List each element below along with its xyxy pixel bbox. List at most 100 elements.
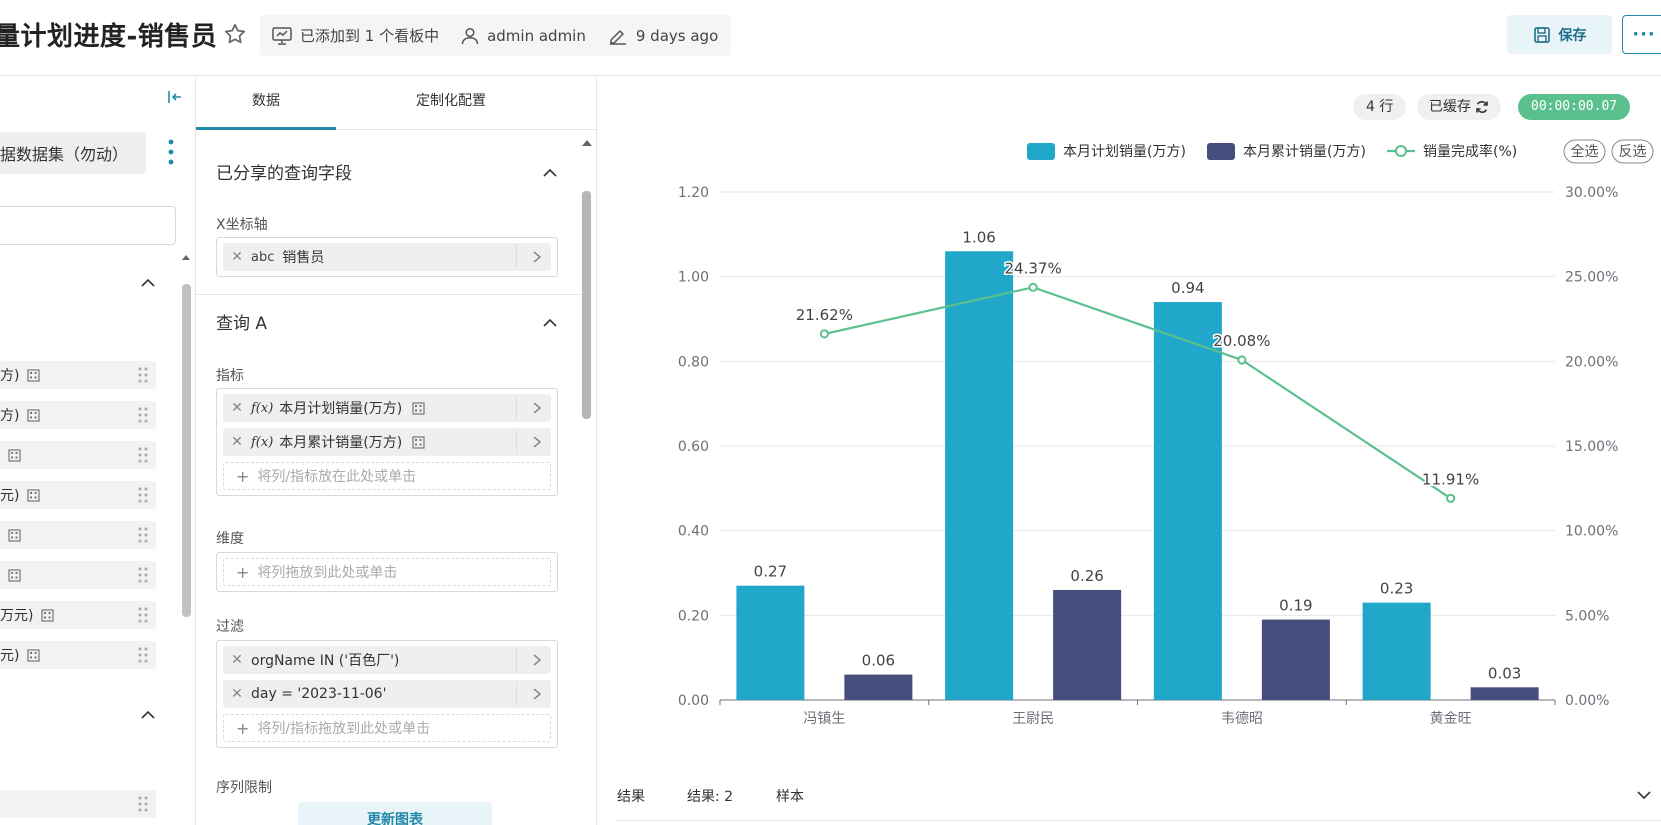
calculator-icon xyxy=(41,608,55,622)
favorite-star-icon[interactable] xyxy=(222,21,248,47)
remove-icon[interactable]: ✕ xyxy=(231,652,243,668)
drag-handle-icon[interactable] xyxy=(138,487,148,507)
x-axis-label: X坐标轴 xyxy=(216,217,268,233)
drag-handle-icon[interactable] xyxy=(138,796,148,816)
bar-plan xyxy=(736,585,805,700)
x-tick-label: 王尉民 xyxy=(1012,711,1054,727)
left-scroll-up-icon[interactable] xyxy=(181,252,191,262)
filter-dropzone[interactable]: ✕ orgName IN ('百色厂') ✕ day = '2023-11-06… xyxy=(216,640,558,748)
metrics-collapse-caret-icon[interactable] xyxy=(141,278,155,288)
columns-collapse-caret-icon[interactable] xyxy=(141,710,155,720)
query-a-caret-icon[interactable] xyxy=(543,318,557,328)
chevron-right-icon[interactable] xyxy=(531,654,543,666)
remove-icon[interactable]: ✕ xyxy=(231,434,243,450)
filter-expression: orgName IN ('百色厂') xyxy=(251,653,400,669)
chevron-right-icon[interactable] xyxy=(531,251,543,263)
drag-handle-icon[interactable] xyxy=(138,607,148,627)
chevron-right-icon[interactable] xyxy=(531,402,543,414)
tab-results-2[interactable]: 结果: 2 xyxy=(687,789,734,805)
refresh-icon[interactable] xyxy=(1475,100,1489,114)
add-dimension-button[interactable]: + 将列拖放到此处或单击 xyxy=(223,558,551,586)
bar-cumulative xyxy=(1470,687,1539,700)
tab-data[interactable]: 数据 xyxy=(196,76,336,130)
collapse-panel-icon[interactable] xyxy=(166,88,184,106)
bar-plan xyxy=(945,251,1014,700)
remove-icon[interactable]: ✕ xyxy=(231,400,243,416)
filter-pill[interactable]: ✕ orgName IN ('百色厂') xyxy=(223,646,551,674)
field-item[interactable] xyxy=(0,561,156,589)
legend-invert-button-label[interactable]: 反选 xyxy=(1619,144,1647,160)
function-label: f(x) xyxy=(251,400,274,416)
remove-icon[interactable]: ✕ xyxy=(231,249,243,265)
dataset-menu-icon[interactable] xyxy=(166,138,176,166)
x-axis-field-pill[interactable]: ✕ abc 销售员 xyxy=(223,243,551,271)
dataset-name[interactable]: 据数据集（勿动） xyxy=(0,132,146,174)
calculator-icon xyxy=(8,528,21,542)
list-item[interactable] xyxy=(0,790,156,818)
dimension-dropzone[interactable]: + 将列拖放到此处或单击 xyxy=(216,552,558,592)
y-left-tick-label: 0.80 xyxy=(678,354,709,370)
metric-pill[interactable]: ✕ f(x) 本月计划销量(万方) xyxy=(223,394,551,422)
drag-handle-icon[interactable] xyxy=(138,407,148,427)
left-scrollbar[interactable] xyxy=(182,284,191,617)
drag-handle-icon[interactable] xyxy=(138,567,148,587)
drag-handle-icon[interactable] xyxy=(138,527,148,547)
query-a-title: 查询 A xyxy=(216,314,268,334)
calculator-icon xyxy=(8,568,21,582)
field-search-input[interactable] xyxy=(0,206,176,245)
chevron-right-icon[interactable] xyxy=(531,436,543,448)
mid-scroll-up-icon[interactable] xyxy=(581,139,593,147)
y-left-tick-label: 0.00 xyxy=(678,693,709,709)
remove-icon[interactable]: ✕ xyxy=(231,686,243,702)
bar-cumulative xyxy=(1261,619,1330,700)
string-type-label: abc xyxy=(251,249,275,265)
dashboard-count[interactable]: 已添加到 1 个看板中 xyxy=(272,25,439,46)
chart-panel: 4 行 已缓存 00:00:00.07 0.00 0.20 0.40 0.60 0.80… xyxy=(597,76,1661,825)
bar-data-label: 0.23 xyxy=(1380,580,1413,598)
field-item[interactable]: 方) xyxy=(0,401,156,429)
field-item[interactable]: 元) xyxy=(0,641,156,669)
legend-select-all-button-label[interactable]: 全选 xyxy=(1571,143,1599,160)
drag-handle-icon[interactable] xyxy=(138,647,148,667)
cached-badge[interactable]: 已缓存 xyxy=(1417,94,1501,120)
more-options-button[interactable]: ··· xyxy=(1622,15,1661,54)
drag-handle-icon[interactable] xyxy=(138,447,148,467)
line-data-label: 11.91% xyxy=(1422,470,1479,488)
tab-samples[interactable]: 样本 xyxy=(776,789,804,805)
line-data-label: 24.37% xyxy=(1005,259,1062,277)
field-item-label: 方) xyxy=(0,368,20,384)
shared-fields-caret-icon[interactable] xyxy=(543,168,557,178)
metrics-dropzone[interactable]: ✕ f(x) 本月计划销量(万方) ✕ f(x) 本月累计销量(万方) + 将列… xyxy=(216,388,558,496)
metric-pill[interactable]: ✕ f(x) 本月累计销量(万方) xyxy=(223,428,551,456)
chevron-down-icon[interactable] xyxy=(1637,790,1651,800)
filter-placeholder: 将列/指标拖放到此处或单击 xyxy=(257,721,431,737)
y-left-tick-label: 1.00 xyxy=(678,270,709,286)
chevron-right-icon[interactable] xyxy=(531,688,543,700)
mid-scrollbar[interactable] xyxy=(582,191,591,419)
update-chart-button[interactable]: 更新图表 xyxy=(298,802,492,825)
drag-handle-icon[interactable] xyxy=(138,367,148,387)
filter-pill[interactable]: ✕ day = '2023-11-06' xyxy=(223,680,551,708)
field-item[interactable] xyxy=(0,521,156,549)
field-item[interactable]: 方) xyxy=(0,361,156,389)
owner: admin admin xyxy=(461,27,586,45)
calculator-icon xyxy=(412,401,425,415)
tab-results[interactable]: 结果 xyxy=(617,789,645,805)
field-item[interactable]: 万元) xyxy=(0,601,156,629)
legend-invert-button[interactable] xyxy=(1611,139,1654,164)
add-metric-button[interactable]: + 将列/指标放在此处或单击 xyxy=(223,462,551,490)
y-left-tick-label: 0.20 xyxy=(678,608,709,624)
legend-select-all-button[interactable] xyxy=(1563,139,1606,164)
x-axis-dropzone[interactable]: ✕ abc 销售员 xyxy=(216,237,558,277)
owner-name: admin admin xyxy=(487,26,586,45)
add-filter-button[interactable]: + 将列/指标拖放到此处或单击 xyxy=(223,714,551,742)
y-right-tick-label: 0.00% xyxy=(1565,693,1609,709)
field-item-label: 元) xyxy=(0,488,20,504)
field-item-label: 万元) xyxy=(0,608,34,624)
bar-data-label: 0.03 xyxy=(1488,664,1521,682)
save-button[interactable]: 保存 xyxy=(1507,15,1612,54)
field-item[interactable]: 元) xyxy=(0,481,156,509)
field-item[interactable] xyxy=(0,441,156,469)
tab-customize[interactable]: 定制化配置 xyxy=(416,93,486,109)
metrics-placeholder: 将列/指标放在此处或单击 xyxy=(257,469,417,485)
